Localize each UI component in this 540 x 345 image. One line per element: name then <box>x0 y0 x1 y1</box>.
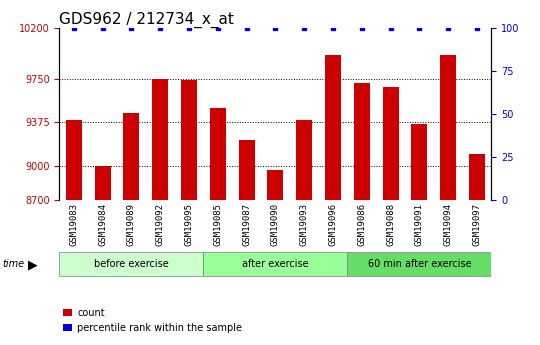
Bar <box>152 79 168 200</box>
Bar <box>210 108 226 200</box>
Text: GSM19096: GSM19096 <box>328 203 338 246</box>
Text: time: time <box>3 259 25 269</box>
Bar <box>411 124 427 200</box>
Bar <box>124 113 139 200</box>
Bar <box>440 55 456 200</box>
Text: 60 min after exercise: 60 min after exercise <box>368 259 471 269</box>
Text: GSM19097: GSM19097 <box>472 203 482 246</box>
Bar <box>267 170 284 200</box>
Bar <box>469 154 485 200</box>
FancyBboxPatch shape <box>204 252 347 276</box>
Text: GDS962 / 212734_x_at: GDS962 / 212734_x_at <box>59 11 234 28</box>
Bar <box>354 83 370 200</box>
Text: GSM19087: GSM19087 <box>242 203 251 246</box>
Text: GSM19092: GSM19092 <box>156 203 165 246</box>
Text: GSM19084: GSM19084 <box>98 203 107 246</box>
Text: GSM19088: GSM19088 <box>386 203 395 246</box>
Text: ▶: ▶ <box>28 258 38 272</box>
Bar <box>66 120 82 200</box>
Text: GSM19094: GSM19094 <box>444 203 453 246</box>
Text: GSM19085: GSM19085 <box>213 203 222 246</box>
Bar <box>94 166 111 200</box>
Text: GSM19090: GSM19090 <box>271 203 280 246</box>
Text: GSM19089: GSM19089 <box>127 203 136 246</box>
FancyBboxPatch shape <box>59 252 204 276</box>
Text: GSM19083: GSM19083 <box>69 203 78 246</box>
Text: after exercise: after exercise <box>242 259 309 269</box>
FancyBboxPatch shape <box>347 252 491 276</box>
Text: GSM19095: GSM19095 <box>185 203 193 246</box>
Text: GSM19086: GSM19086 <box>357 203 366 246</box>
Bar <box>296 120 312 200</box>
Bar <box>383 87 399 200</box>
Text: before exercise: before exercise <box>94 259 169 269</box>
Bar <box>181 80 197 200</box>
Bar <box>239 140 254 200</box>
Text: GSM19091: GSM19091 <box>415 203 424 246</box>
Legend: count, percentile rank within the sample: count, percentile rank within the sample <box>59 304 246 337</box>
Bar <box>325 55 341 200</box>
Text: GSM19093: GSM19093 <box>300 203 309 246</box>
